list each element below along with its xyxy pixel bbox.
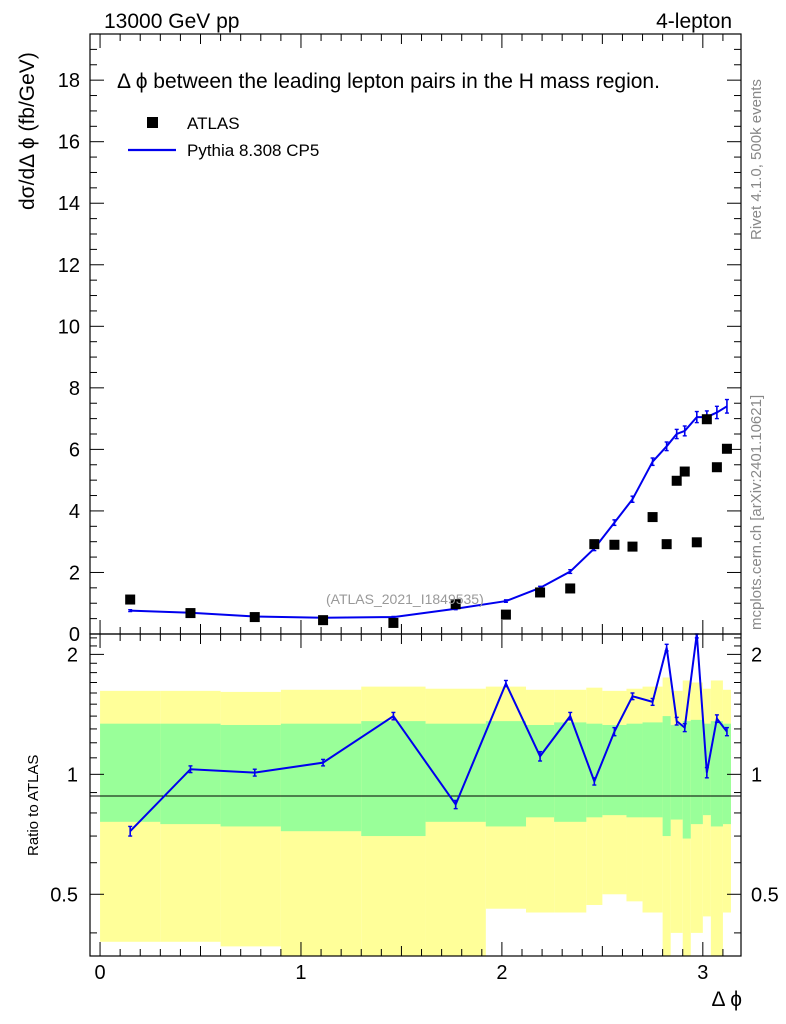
y-axis-label: dσ/dΔ ϕ (fb/GeV) (16, 52, 39, 210)
x-tick-label: 2 (496, 962, 507, 984)
y-tick-label: 6 (69, 439, 80, 461)
ratio-y-tick-label: 1 (67, 764, 78, 786)
atlas-data-point (691, 537, 702, 548)
x-tick-label: 1 (295, 962, 306, 984)
mc-curve-group (128, 398, 729, 620)
green-band-segment (554, 722, 587, 822)
atlas-data-point (450, 599, 461, 610)
atlas-data-point (627, 541, 638, 552)
legend-atlas-marker (147, 117, 158, 128)
main-panel: 0 2 4 6 8 10 12 14 16 18 (58, 33, 742, 646)
y-tick-label: 4 (69, 501, 80, 523)
ratio-y-tick-label-right: 0.5 (751, 884, 779, 906)
atlas-data-point (535, 587, 546, 598)
legend-atlas-label: ATLAS (187, 114, 240, 133)
green-band-segment (662, 716, 671, 837)
atlas-data-point (565, 583, 576, 594)
ratio-curve-line (129, 633, 728, 832)
green-band-segment (722, 723, 731, 825)
ratio-y-tick-label-right: 2 (751, 644, 762, 666)
y-tick-label: 10 (58, 316, 80, 338)
x-tick-label: 3 (697, 962, 708, 984)
ratio-panel: 0.5 0.5 1 1 2 2 (50, 633, 779, 957)
green-band-segment (710, 721, 723, 827)
x-tick-labels: 0 1 2 3 (94, 962, 708, 984)
mcplots-label: mcplots.cern.ch [arXiv:2401.10621] (748, 395, 765, 630)
atlas-data-point (388, 617, 399, 628)
ratio-panel-frame (89, 633, 742, 957)
chart-title: Δ ϕ between the leading lepton pairs in … (117, 70, 660, 93)
green-band-segment (586, 723, 603, 818)
atlas-data-point (647, 512, 658, 523)
atlas-data-point (318, 615, 329, 626)
atlas-data-point (125, 594, 136, 605)
ratio-axis-ticks: 0.5 0.5 1 1 2 2 (50, 634, 779, 956)
data-points-group (125, 414, 732, 628)
ratio-y-tick-label-right: 1 (751, 764, 762, 786)
y-tick-label: 0 (69, 624, 80, 646)
atlas-data-point (661, 539, 672, 550)
atlas-data-point (609, 539, 620, 550)
green-band-segment (642, 722, 663, 818)
ratio-curve-group (128, 633, 729, 837)
header-energy-label: 13000 GeV pp (104, 10, 239, 33)
green-band-segment (690, 719, 703, 825)
legend: ATLAS Pythia 8.308 CP5 (128, 114, 319, 160)
green-band-segment (160, 723, 221, 825)
green-band-segment (100, 723, 161, 822)
y-tick-label: 2 (69, 562, 80, 584)
x-axis-label: Δ ϕ (712, 988, 742, 1011)
y-tick-label: 18 (58, 70, 80, 92)
atlas-data-point (679, 466, 690, 477)
ratio-y-tick-label: 0.5 (50, 884, 78, 906)
ratio-y-tick-label: 2 (67, 644, 78, 666)
green-band-segment (526, 724, 555, 818)
atlas-data-point (185, 608, 196, 619)
rivet-version-label: Rivet 4.1.0, 500k events (748, 79, 765, 240)
y-tick-label: 14 (58, 193, 80, 215)
atlas-data-point (701, 414, 712, 425)
green-band-segment (682, 721, 691, 839)
green-band-segment (361, 721, 426, 837)
green-band-segment (485, 721, 527, 827)
green-band-segment (626, 723, 643, 818)
green-band-segment (670, 724, 683, 820)
mc-curve-line (130, 405, 728, 619)
ratio-y-axis-label: Ratio to ATLAS (25, 755, 42, 856)
ratio-green-band (100, 716, 731, 839)
legend-pythia-label: Pythia 8.308 CP5 (187, 141, 319, 160)
analysis-watermark: (ATLAS_2021_I1849535) (326, 591, 484, 607)
x-tick-label: 0 (94, 962, 105, 984)
green-band-segment (220, 724, 281, 827)
header-process-label: 4-lepton (656, 10, 732, 33)
main-axis-ticks: 0 2 4 6 8 10 12 14 16 18 (58, 34, 741, 646)
y-tick-label: 16 (58, 132, 80, 154)
atlas-data-point (500, 609, 511, 620)
green-band-segment (602, 724, 627, 816)
atlas-data-point (721, 443, 732, 454)
atlas-data-point (589, 539, 600, 550)
y-tick-label: 12 (58, 255, 80, 277)
green-band-segment (280, 723, 362, 832)
y-tick-label: 8 (69, 378, 80, 400)
atlas-data-point (249, 612, 260, 623)
atlas-data-point (671, 475, 682, 486)
atlas-data-point (711, 462, 722, 473)
